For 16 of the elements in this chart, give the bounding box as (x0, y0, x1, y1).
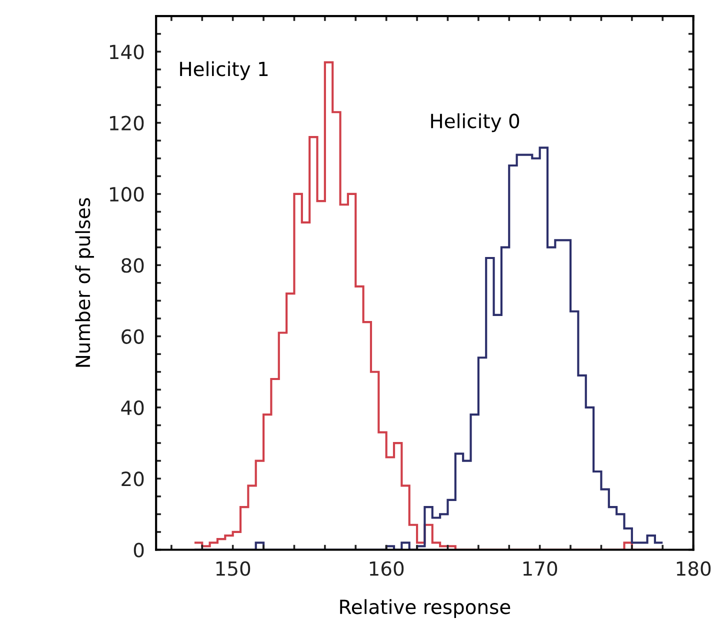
y-axis-title: Number of pulses (75, 198, 94, 367)
x-tick-label: 170 (523, 561, 558, 576)
y-tick-label: 20 (122, 472, 144, 486)
y-tick-label: 100 (110, 186, 144, 202)
series-label: Helicity 0 (431, 113, 520, 132)
x-axis-title: Relative response (340, 599, 510, 618)
y-tick-label: 40 (121, 400, 144, 416)
y-tick-label: 60 (122, 329, 144, 344)
y-tick-label: 0 (134, 542, 144, 558)
x-tick-label: 150 (216, 561, 250, 576)
y-tick-label: 80 (122, 258, 144, 273)
y-tick-label: 140 (110, 44, 144, 60)
y-tick-label: 120 (110, 116, 144, 130)
text: Helicity 1 (180, 61, 268, 80)
x-tick-label: 180 (676, 561, 711, 576)
x-tick-label: 160 (370, 561, 404, 576)
